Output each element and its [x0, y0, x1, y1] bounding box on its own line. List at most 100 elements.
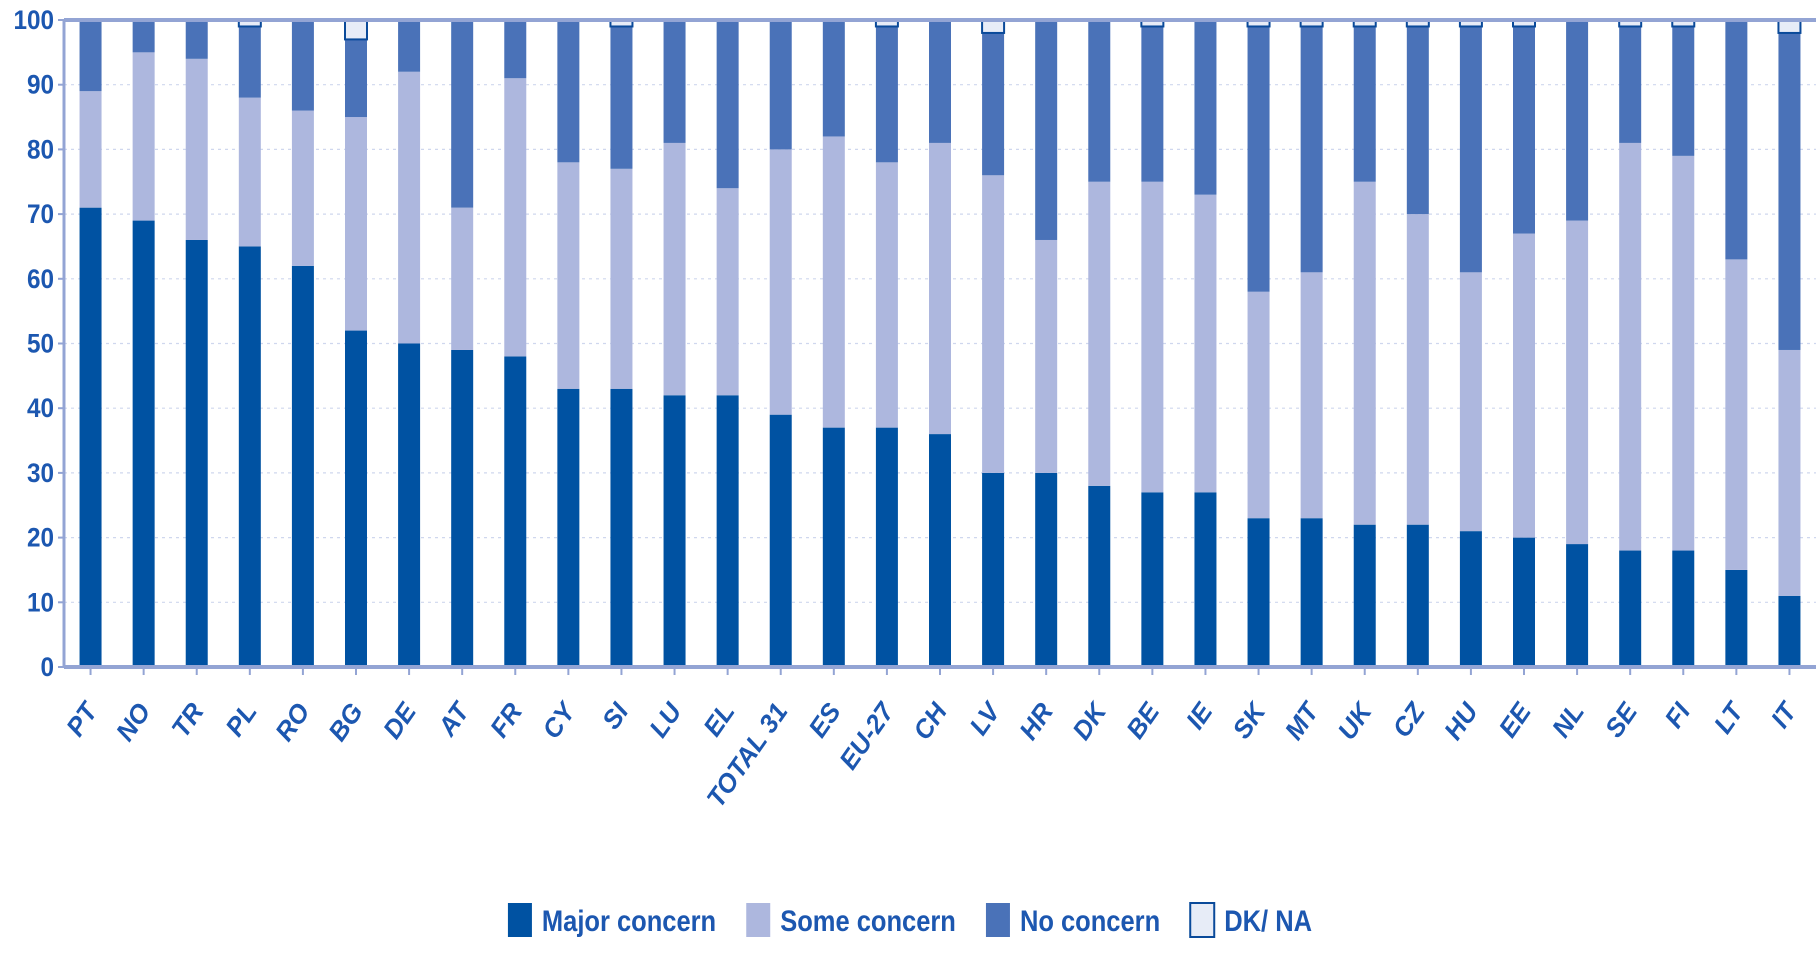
x-tick-label: AT — [431, 696, 476, 743]
bar-segment-some-concern — [663, 142, 686, 396]
x-tick-label: NL — [1546, 697, 1590, 743]
bar-segment-major-concern — [79, 207, 102, 667]
bar-segment-no-concern — [557, 20, 580, 163]
x-tick-label: CH — [907, 696, 954, 745]
y-tick-label: 100 — [13, 6, 54, 35]
bar-segment-no-concern — [1141, 26, 1164, 182]
bar-segment-some-concern — [504, 78, 527, 357]
bar-segment-major-concern — [1406, 524, 1429, 667]
bar-segment-some-concern — [132, 52, 155, 221]
bar-segment-major-concern — [1566, 544, 1589, 667]
bar-segment-some-concern — [345, 117, 367, 331]
bar-segment-major-concern — [451, 349, 474, 667]
y-tick-label: 70 — [27, 200, 54, 229]
bar-group-ie — [1194, 20, 1217, 667]
bar-segment-no-concern — [769, 20, 792, 150]
bar-segment-some-concern — [185, 58, 208, 240]
bar-group-tr — [185, 20, 208, 668]
bar-group-lv — [981, 19, 1006, 667]
x-tick-label: DE — [377, 697, 423, 744]
bar-segment-some-concern — [1353, 181, 1376, 525]
x-tick-label: IT — [1765, 696, 1804, 734]
bar-group-at — [451, 20, 474, 667]
bar-group-de — [398, 20, 421, 667]
bar-segment-some-concern — [1513, 233, 1535, 538]
bar-group-cz — [1405, 19, 1430, 667]
bar-segment-no-concern — [1566, 20, 1589, 221]
y-tick-label: 40 — [27, 394, 54, 423]
legend-swatch — [1189, 902, 1216, 938]
bar-segment-major-concern — [1778, 595, 1801, 667]
x-tick-label: EE — [1492, 697, 1537, 743]
y-tick-label: 20 — [27, 523, 54, 552]
bar-segment-major-concern — [1513, 537, 1535, 667]
bar-segment-some-concern — [875, 162, 898, 428]
bar-segment-no-concern — [822, 20, 845, 137]
x-tick-label: BE — [1120, 697, 1166, 744]
bar-segment-major-concern — [663, 395, 686, 667]
bar-group-lt — [1725, 20, 1748, 667]
axes-layer — [58, 18, 1816, 675]
bar-segment-some-concern — [451, 207, 474, 350]
bar-segment-major-concern — [1300, 518, 1323, 667]
bar-group-ch — [929, 20, 951, 667]
bar-segment-no-concern — [1619, 26, 1642, 143]
bar-segment-no-concern — [238, 26, 261, 98]
bar-segment-some-concern — [398, 71, 421, 344]
x-tick-label: RO — [269, 697, 316, 746]
bar-group-pt — [79, 20, 102, 667]
bar-group-bg — [344, 19, 368, 667]
x-tick-label: FI — [1658, 697, 1696, 734]
x-tick-label: DK — [1066, 695, 1113, 745]
bar-segment-no-concern — [1778, 32, 1801, 350]
bar-group-hr — [1035, 20, 1058, 667]
bar-segment-some-concern — [1778, 349, 1801, 596]
x-tick-label: PL — [219, 697, 263, 741]
bar-segment-major-concern — [1035, 472, 1058, 667]
bar-segment-some-concern — [1619, 142, 1642, 551]
bar-group-no — [132, 20, 155, 667]
bar-segment-no-concern — [610, 26, 633, 169]
bar-segment-some-concern — [79, 91, 102, 208]
bar-segment-major-concern — [398, 343, 421, 667]
bar-segment-some-concern — [1566, 220, 1589, 545]
bar-group-ee — [1512, 19, 1536, 667]
legend-swatch — [985, 903, 1010, 937]
bar-segment-major-concern — [1088, 485, 1111, 667]
legend-swatch — [746, 903, 771, 937]
bar-segment-some-concern — [238, 97, 261, 247]
bar-segment-major-concern — [982, 472, 1005, 667]
y-tick-label: 0 — [40, 653, 54, 682]
bar-segment-some-concern — [1141, 181, 1164, 493]
bar-segment-no-concern — [875, 26, 898, 163]
legend-item-dk-na: DK/ NA — [1189, 902, 1312, 938]
legend-item-no-concern: No concern — [985, 903, 1160, 937]
bar-segment-major-concern — [345, 330, 367, 667]
bar-segment-no-concern — [1353, 26, 1376, 182]
bar-segment-major-concern — [1194, 492, 1217, 667]
bar-segment-major-concern — [1141, 492, 1164, 667]
x-tick-label: IE — [1180, 697, 1219, 735]
bar-segment-no-concern — [1300, 26, 1323, 273]
bar-segment-some-concern — [1300, 272, 1323, 519]
bar-segment-some-concern — [1194, 194, 1217, 493]
bar-group-eu-27 — [874, 19, 899, 667]
bar-group-mt — [1299, 19, 1324, 667]
legend-label: DK/ NA — [1224, 904, 1312, 937]
bar-segment-some-concern — [1088, 181, 1111, 486]
bar-segment-no-concern — [1513, 26, 1535, 234]
bar-segment-major-concern — [238, 246, 261, 667]
x-tick-label: LT — [1708, 696, 1751, 739]
bar-group-se — [1618, 19, 1643, 667]
bar-segment-some-concern — [1035, 239, 1058, 473]
bar-group-it — [1777, 19, 1802, 667]
bar-segment-some-concern — [982, 175, 1005, 473]
bar-group-pl — [237, 19, 262, 667]
bar-segment-some-concern — [929, 142, 951, 435]
bar-segment-some-concern — [1672, 155, 1695, 551]
x-tick-label: PT — [60, 696, 105, 742]
bar-group-ro — [291, 20, 314, 667]
bar-segment-major-concern — [132, 220, 155, 667]
